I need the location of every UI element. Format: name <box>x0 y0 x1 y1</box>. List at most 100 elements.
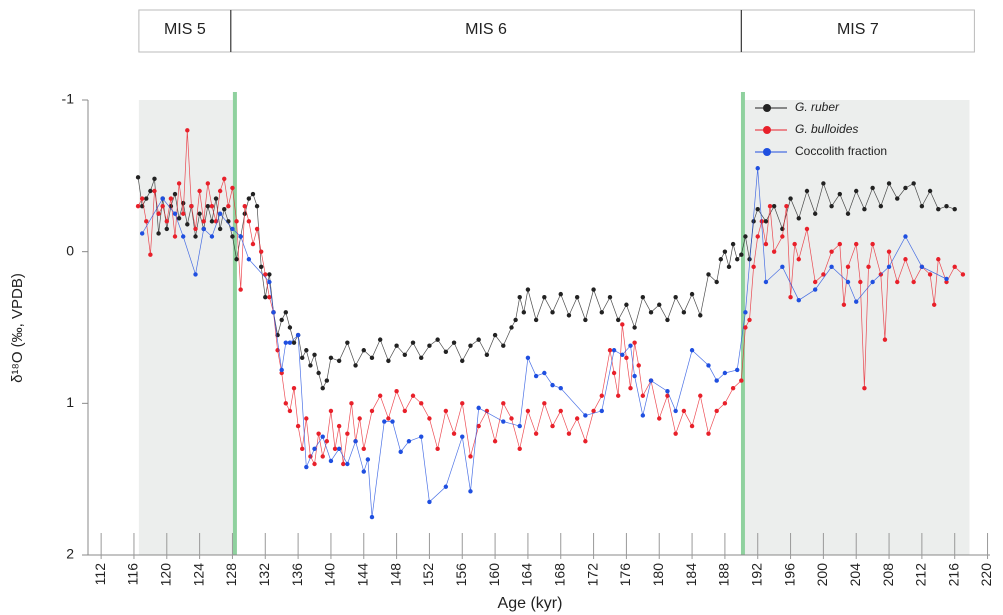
x-tick-label: 220 <box>978 563 994 587</box>
data-point <box>300 355 305 361</box>
data-point <box>468 454 473 459</box>
data-point <box>624 355 629 361</box>
data-point <box>279 370 284 376</box>
x-tick-label: 140 <box>322 563 338 587</box>
data-point <box>903 185 908 191</box>
data-point <box>698 313 703 318</box>
data-point <box>755 207 760 212</box>
data-point <box>201 226 206 232</box>
data-point <box>640 393 646 398</box>
legend-marker <box>763 148 771 156</box>
data-point <box>792 241 797 247</box>
x-tick-label: 204 <box>847 563 863 587</box>
data-point <box>730 241 736 247</box>
data-point <box>574 294 580 300</box>
data-point <box>238 234 243 239</box>
data-point <box>632 340 637 345</box>
data-point <box>369 514 375 520</box>
data-point <box>714 279 719 285</box>
data-point <box>747 317 752 323</box>
data-point <box>419 401 424 406</box>
data-point <box>377 393 383 398</box>
data-point <box>771 203 777 209</box>
data-point <box>829 249 834 254</box>
legend-label: G. ruber <box>795 100 840 114</box>
shaded-region <box>742 100 970 555</box>
data-point <box>788 196 793 201</box>
data-point <box>386 358 391 364</box>
data-point <box>706 363 711 368</box>
data-point <box>492 439 498 444</box>
data-point <box>788 294 793 300</box>
data-point <box>739 252 744 257</box>
data-point <box>698 393 703 398</box>
data-point <box>246 196 252 201</box>
data-point <box>197 188 202 194</box>
data-point <box>735 367 740 373</box>
data-point <box>927 272 933 277</box>
data-point <box>743 234 748 239</box>
legend-marker <box>763 104 771 112</box>
data-point <box>780 234 785 239</box>
data-point <box>361 446 366 452</box>
data-point <box>599 393 604 398</box>
data-point <box>755 166 760 171</box>
data-point <box>936 257 941 262</box>
data-point <box>845 264 851 270</box>
x-tick-label: 128 <box>223 563 239 587</box>
data-point <box>419 355 424 361</box>
data-point <box>558 408 563 414</box>
x-tick-label: 188 <box>716 563 732 587</box>
data-point <box>209 203 215 209</box>
data-point <box>722 370 728 376</box>
legend-label: G. bulloides <box>795 122 858 136</box>
data-point <box>829 203 834 209</box>
data-point <box>919 203 925 209</box>
data-point <box>484 352 490 357</box>
data-point <box>751 264 756 270</box>
data-point <box>911 279 916 285</box>
data-point <box>238 287 243 292</box>
data-point <box>156 231 161 236</box>
data-point <box>460 358 465 364</box>
data-point <box>312 352 317 357</box>
data-point <box>476 405 481 411</box>
data-point <box>862 207 867 212</box>
data-point <box>673 408 678 414</box>
x-tick-label: 172 <box>584 563 600 587</box>
data-point <box>205 203 211 209</box>
data-point <box>139 196 145 201</box>
data-point <box>193 226 198 232</box>
data-point <box>542 401 547 406</box>
data-point <box>189 203 194 209</box>
data-point <box>525 287 531 292</box>
x-tick-label: 112 <box>92 563 108 586</box>
data-point <box>222 207 227 212</box>
data-point <box>944 276 949 282</box>
data-point <box>324 439 330 444</box>
data-point <box>172 191 178 197</box>
data-point <box>144 219 149 224</box>
data-point <box>726 264 732 270</box>
data-point <box>550 423 555 429</box>
data-point <box>673 294 678 300</box>
data-point <box>927 188 933 194</box>
data-point <box>291 385 297 391</box>
data-point <box>611 370 617 376</box>
data-point <box>509 325 514 330</box>
data-point <box>714 408 719 414</box>
data-point <box>398 449 403 455</box>
data-point <box>681 408 687 414</box>
data-point <box>501 343 506 348</box>
data-point <box>341 461 346 467</box>
data-point <box>160 196 165 201</box>
data-point <box>267 272 272 277</box>
data-point <box>870 185 875 191</box>
data-point <box>185 222 190 227</box>
data-point <box>312 446 317 452</box>
data-point <box>550 382 555 388</box>
data-point <box>419 434 424 439</box>
data-point <box>673 431 678 436</box>
data-point <box>435 446 440 452</box>
x-tick-label: 176 <box>617 563 633 587</box>
